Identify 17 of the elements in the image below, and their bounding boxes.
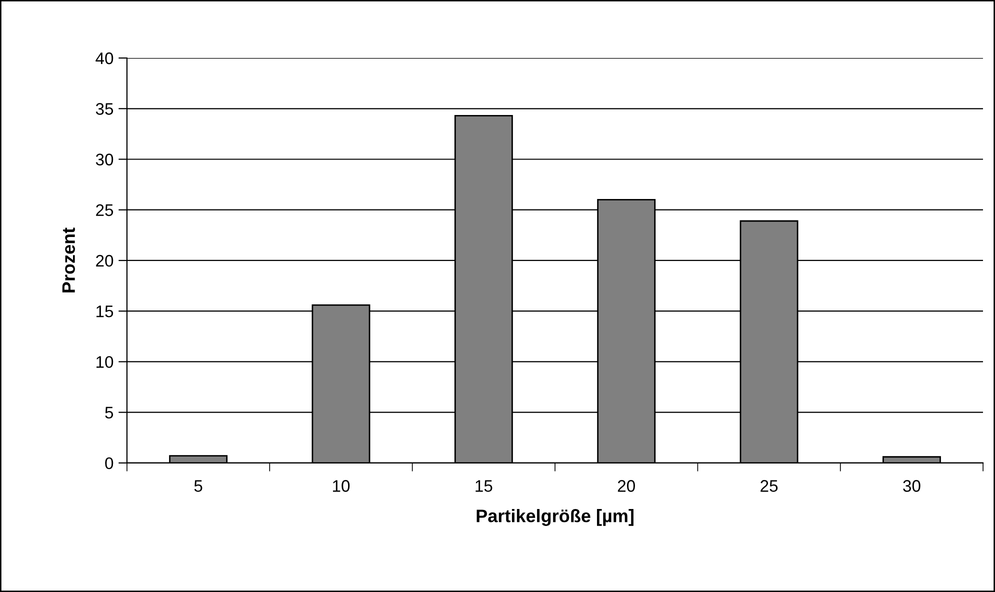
y-tick-label: 35: [96, 103, 114, 115]
x-tick-label: 10: [332, 480, 350, 492]
y-tick-label: 20: [96, 254, 114, 267]
x-tick-label: 30: [903, 480, 920, 492]
y-axis-title: Prozent: [62, 228, 75, 292]
y-tick-label: 25: [96, 204, 114, 216]
x-tick-label: 25: [760, 480, 778, 492]
y-tick-label: 15: [96, 306, 114, 318]
x-tick-label: 15: [476, 480, 492, 492]
x-tick-label: 20: [618, 480, 635, 492]
y-tick-label: 10: [96, 356, 114, 368]
y-tick-label: 5: [105, 406, 114, 419]
y-tick-label: 40: [96, 52, 114, 64]
y-tick-label: 30: [96, 154, 114, 166]
y-tick-label: 0: [105, 457, 114, 470]
x-tick-label: 5: [194, 480, 202, 492]
x-axis-title: Partikelgröße [µm]: [476, 509, 634, 526]
